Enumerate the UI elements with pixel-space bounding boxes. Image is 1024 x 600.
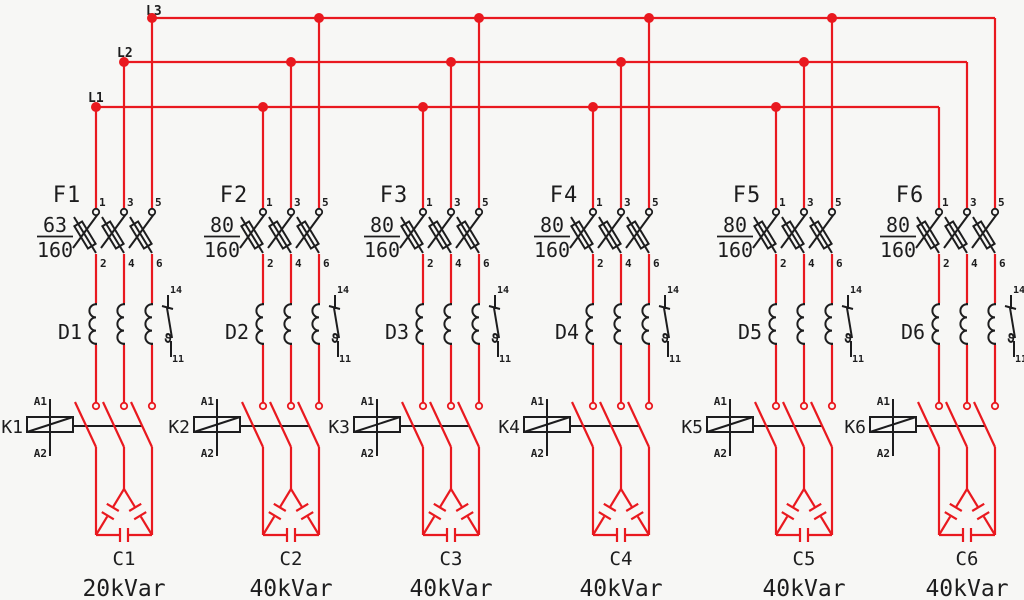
fuse-rating-top: 80 bbox=[886, 213, 910, 237]
capacitor-label: C2 bbox=[280, 548, 303, 570]
fuse-label: F4 bbox=[550, 183, 579, 208]
capacitor-power: 20kVar bbox=[82, 576, 165, 600]
fuse-rating-top: 80 bbox=[210, 213, 234, 237]
contactor-label: K3 bbox=[328, 417, 350, 438]
overload-label: D2 bbox=[225, 320, 249, 344]
capacitor-label: C3 bbox=[440, 548, 463, 570]
fuse-rating-top: 80 bbox=[723, 213, 747, 237]
capacitor-power: 40kVar bbox=[249, 576, 332, 600]
fuse-rating-bottom: 160 bbox=[717, 238, 753, 262]
fuse-rating-bottom: 160 bbox=[364, 238, 400, 262]
branch-4: F4 80 160 D4 K4 C4 40kVar bbox=[498, 18, 681, 600]
overload-label: D4 bbox=[555, 320, 579, 344]
branch-2: F2 80 160 D2 K2 C2 40kVar bbox=[168, 18, 351, 600]
bus-junctions bbox=[91, 13, 837, 112]
fuse-rating-bottom: 160 bbox=[880, 238, 916, 262]
contactor-label: K5 bbox=[681, 417, 703, 438]
contactor-label: K4 bbox=[498, 417, 520, 438]
fuse-label: F2 bbox=[220, 183, 249, 208]
fuse-label: F3 bbox=[380, 183, 409, 208]
capacitor-power: 40kVar bbox=[579, 576, 662, 600]
fuse-rating-bottom: 160 bbox=[37, 238, 73, 262]
fuse-rating-top: 80 bbox=[370, 213, 394, 237]
capacitor-power: 40kVar bbox=[409, 576, 492, 600]
overload-label: D3 bbox=[385, 320, 409, 344]
capacitor-label: C1 bbox=[113, 548, 136, 570]
capacitor-label: C6 bbox=[956, 548, 979, 570]
overload-label: D6 bbox=[901, 320, 925, 344]
fuse-label: F6 bbox=[896, 183, 925, 208]
capacitor-power: 40kVar bbox=[762, 576, 845, 600]
branch-5: F5 80 160 D5 K5 C5 40kVar bbox=[681, 18, 864, 600]
contactor-label: K1 bbox=[1, 417, 23, 438]
fuse-rating-top: 80 bbox=[540, 213, 564, 237]
overload-label: D5 bbox=[738, 320, 762, 344]
fuse-label: F5 bbox=[733, 183, 762, 208]
fuse-rating-bottom: 160 bbox=[204, 238, 240, 262]
branch-6: F6 80 160 D6 K6 C6 40kVar bbox=[844, 18, 1024, 600]
capacitor-label: C4 bbox=[610, 548, 633, 570]
phase-label-l2: L2 bbox=[117, 46, 133, 61]
branch-1: F1 63 160 D1 K1 C1 20kVar bbox=[1, 18, 184, 600]
capacitor-label: C5 bbox=[793, 548, 816, 570]
capacitor-power: 40kVar bbox=[925, 576, 1008, 600]
contactor-label: K6 bbox=[844, 417, 866, 438]
fuse-label: F1 bbox=[53, 183, 82, 208]
fuse-rating-bottom: 160 bbox=[534, 238, 570, 262]
fuse-rating-top: 63 bbox=[43, 213, 67, 237]
phase-label-l1: L1 bbox=[88, 91, 104, 106]
overload-label: D1 bbox=[58, 320, 82, 344]
phase-buses: L1 L2 L3 bbox=[88, 4, 995, 109]
contactor-label: K2 bbox=[168, 417, 190, 438]
branch-3: F3 80 160 D3 K3 C3 40kVar bbox=[328, 18, 511, 600]
